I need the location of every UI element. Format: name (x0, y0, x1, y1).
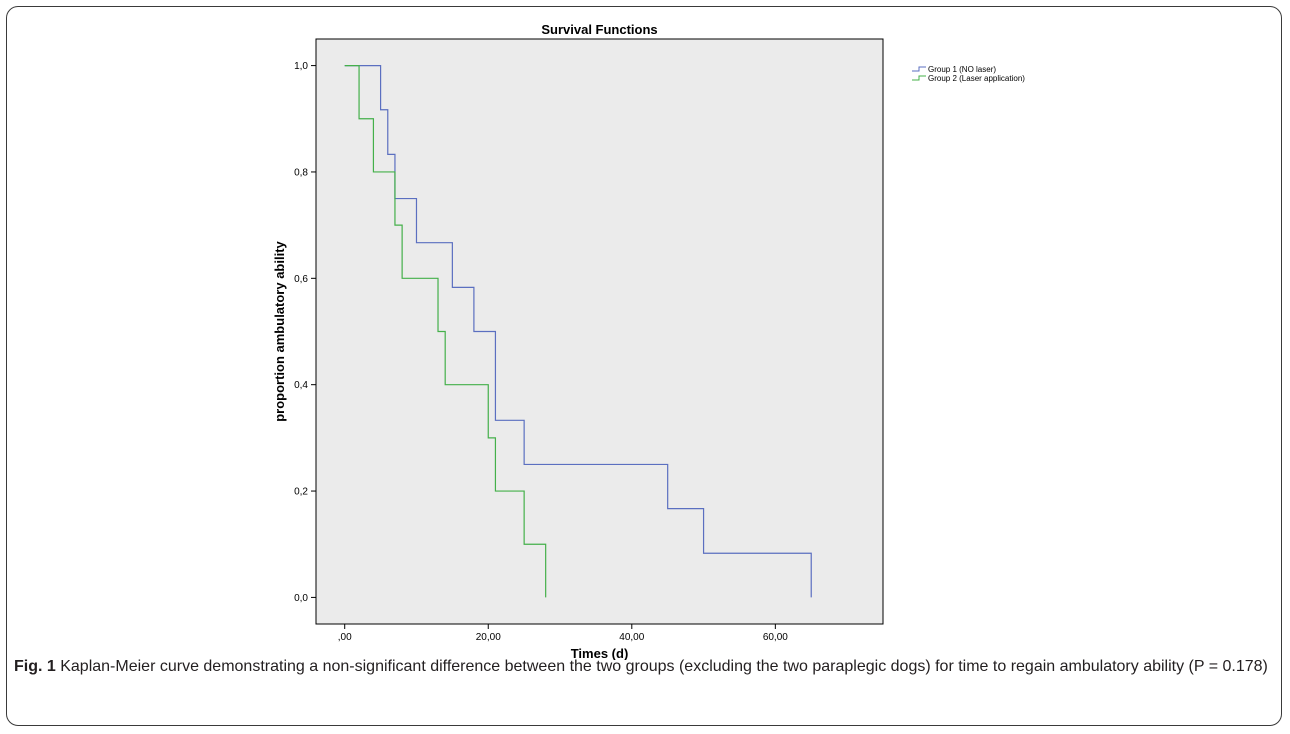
legend-label-group-1: Group 1 (NO laser) (928, 65, 996, 74)
x-axis-ticks: ,00 20,00 40,00 60,00 (338, 624, 788, 643)
series-line-group-1 (344, 64, 812, 598)
y-tick-label: 0,4 (294, 380, 308, 391)
y-tick-label: 0,6 (294, 274, 308, 285)
legend-swatch-group-2 (912, 75, 926, 81)
y-tick-label: 1,0 (294, 61, 308, 72)
y-tick-label: 0,8 (294, 167, 308, 178)
series-layer (344, 64, 812, 598)
x-tick-label: 60,00 (763, 632, 788, 643)
x-tick-label: 40,00 (619, 632, 644, 643)
legend-swatch-group-1 (912, 66, 926, 72)
y-axis-label: proportion ambulatory ability (272, 240, 287, 421)
figure-label: Fig. 1 (14, 658, 56, 675)
kaplan-meier-chart: Survival Functions Times (d) proportion … (272, 22, 1025, 660)
x-axis-label: Times (d) (571, 646, 629, 660)
y-tick-label: 0,2 (294, 487, 308, 498)
legend-label-group-2: Group 2 (Laser application) (928, 74, 1025, 83)
figure-caption-text: Kaplan-Meier curve demonstrating a non-s… (60, 658, 1268, 675)
x-tick-label: 20,00 (476, 632, 501, 643)
x-tick-label: ,00 (338, 632, 352, 643)
plot-area (315, 38, 884, 625)
series-line-group-2 (344, 64, 547, 598)
legend: Group 1 (NO laser)Group 2 (Laser applica… (912, 65, 1025, 83)
chart-title: Survival Functions (541, 22, 657, 37)
y-tick-label: 0,0 (294, 593, 308, 604)
figure-caption: Fig. 1 Kaplan-Meier curve demonstrating … (14, 655, 1269, 679)
y-axis-ticks: 0,0 0,2 0,4 0,6 0,8 1,0 (294, 61, 316, 604)
